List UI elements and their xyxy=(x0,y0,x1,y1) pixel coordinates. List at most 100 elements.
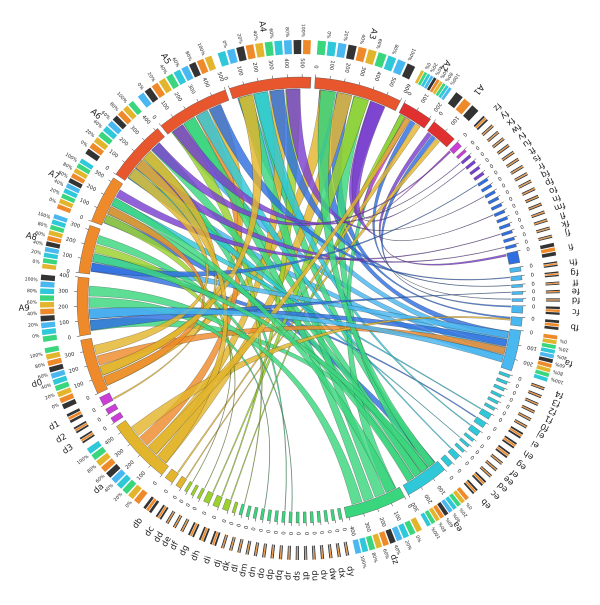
segment-label-A3: A3 xyxy=(366,27,379,40)
percent-label: 60% xyxy=(95,473,107,485)
tick-label: 0 xyxy=(532,287,536,293)
track-band-ef xyxy=(491,455,502,465)
tick-mark xyxy=(373,87,374,90)
segment-label-A1: A1 xyxy=(471,82,486,97)
track-band-f1 xyxy=(522,406,535,413)
tick-label: 0 xyxy=(333,529,339,533)
ideogram-de xyxy=(191,485,199,496)
tick-mark xyxy=(86,229,89,230)
tick-label: 200 xyxy=(58,304,68,310)
percent-label: 0% xyxy=(124,499,134,509)
percent-label: 20% xyxy=(113,491,125,503)
tick-mark xyxy=(257,78,258,81)
tick-mark xyxy=(217,508,218,511)
tick-mark xyxy=(122,160,124,162)
ideogram-f0 xyxy=(487,396,498,404)
ideogram-dj xyxy=(232,502,238,513)
track-band-f4 xyxy=(531,384,544,390)
ideogram-fm xyxy=(499,223,510,229)
track-band-A9 xyxy=(40,302,54,308)
ideogram-ff xyxy=(511,284,522,288)
tick-label: 0 xyxy=(492,168,498,175)
tick-mark xyxy=(138,455,140,457)
tick-mark xyxy=(210,93,211,96)
percent-label: 100% xyxy=(24,276,38,283)
tick-mark xyxy=(446,129,448,131)
segment-label-fi: fi xyxy=(567,241,574,252)
track-band-A3 xyxy=(365,49,377,65)
tick-label: 400 xyxy=(373,70,382,81)
track-band-fy xyxy=(482,125,493,135)
tick-label: 0 xyxy=(475,448,481,455)
tick-mark xyxy=(486,423,489,425)
track-band-fr xyxy=(515,173,528,181)
percent-label: 40% xyxy=(358,34,366,46)
ideogram-dk xyxy=(239,504,245,515)
tick-label: 0 xyxy=(311,531,317,535)
tick-mark xyxy=(494,189,497,190)
tick-mark xyxy=(510,375,513,376)
tick-mark xyxy=(101,405,104,406)
segment-label-dr: dr xyxy=(283,571,293,581)
tick-label: 0 xyxy=(281,531,287,535)
ideogram-di xyxy=(222,499,231,511)
tick-label: 0 xyxy=(509,396,515,403)
tick-mark xyxy=(512,229,515,230)
tick-mark xyxy=(197,99,198,102)
tick-mark xyxy=(342,519,343,522)
tick-mark xyxy=(243,81,244,84)
tick-mark xyxy=(505,388,508,389)
tick-label: 0 xyxy=(505,402,511,409)
segment-label-fg: fg xyxy=(570,266,579,277)
tick-mark xyxy=(179,488,181,491)
track-band-A4 xyxy=(255,43,265,58)
track-band-ej xyxy=(514,420,527,428)
percent-label: 80% xyxy=(552,368,564,377)
ideogram-ed xyxy=(455,443,465,453)
percent-label: 0% xyxy=(51,402,61,411)
percent-label: 80% xyxy=(34,362,46,370)
tick-label: 400 xyxy=(348,526,356,537)
tick-mark xyxy=(234,513,235,516)
tick-label: 200 xyxy=(523,359,534,367)
track-band-ee xyxy=(486,461,497,471)
track-band-d0 xyxy=(45,346,60,354)
tick-mark xyxy=(159,123,161,125)
tick-label: 200 xyxy=(251,62,259,73)
ideogram-fw xyxy=(465,160,475,169)
tick-label: 0 xyxy=(326,530,332,534)
ideogram-eb xyxy=(441,455,453,467)
track-band-fa xyxy=(543,334,557,340)
percent-label: 20% xyxy=(146,71,157,83)
percent-label: 0% xyxy=(414,534,423,544)
tick-label: 0 xyxy=(517,216,522,223)
tick-label: 0 xyxy=(297,532,303,535)
ideogram-fr xyxy=(485,190,496,198)
track-band-A4 xyxy=(303,40,311,54)
tick-label: 500 xyxy=(299,58,305,68)
track-band-A4 xyxy=(227,48,238,63)
tick-mark xyxy=(224,87,225,90)
tick-mark xyxy=(501,202,504,203)
percent-label: 0% xyxy=(32,259,41,266)
tick-mark xyxy=(160,475,162,477)
percent-label: 100% xyxy=(64,152,79,164)
ideogram-dh xyxy=(213,495,223,507)
tick-mark xyxy=(417,108,419,111)
tick-label: 0 xyxy=(479,150,485,157)
percent-label: 20% xyxy=(31,249,43,257)
tick-label: 0 xyxy=(222,76,229,81)
percent-label: 0% xyxy=(79,139,89,149)
ideogram-ef xyxy=(464,432,474,441)
tick-mark xyxy=(345,79,346,82)
segment-label-fj: fj xyxy=(564,226,572,237)
track-band-fv xyxy=(497,145,509,154)
tick-mark xyxy=(507,382,510,383)
segment-label-fe: fe xyxy=(572,285,581,295)
tick-mark xyxy=(499,401,502,402)
tick-label: 0 xyxy=(229,521,236,526)
tick-mark xyxy=(518,345,521,346)
tick-mark xyxy=(364,514,365,517)
percent-label: 100% xyxy=(37,211,52,221)
percent-label: 100% xyxy=(300,24,306,38)
